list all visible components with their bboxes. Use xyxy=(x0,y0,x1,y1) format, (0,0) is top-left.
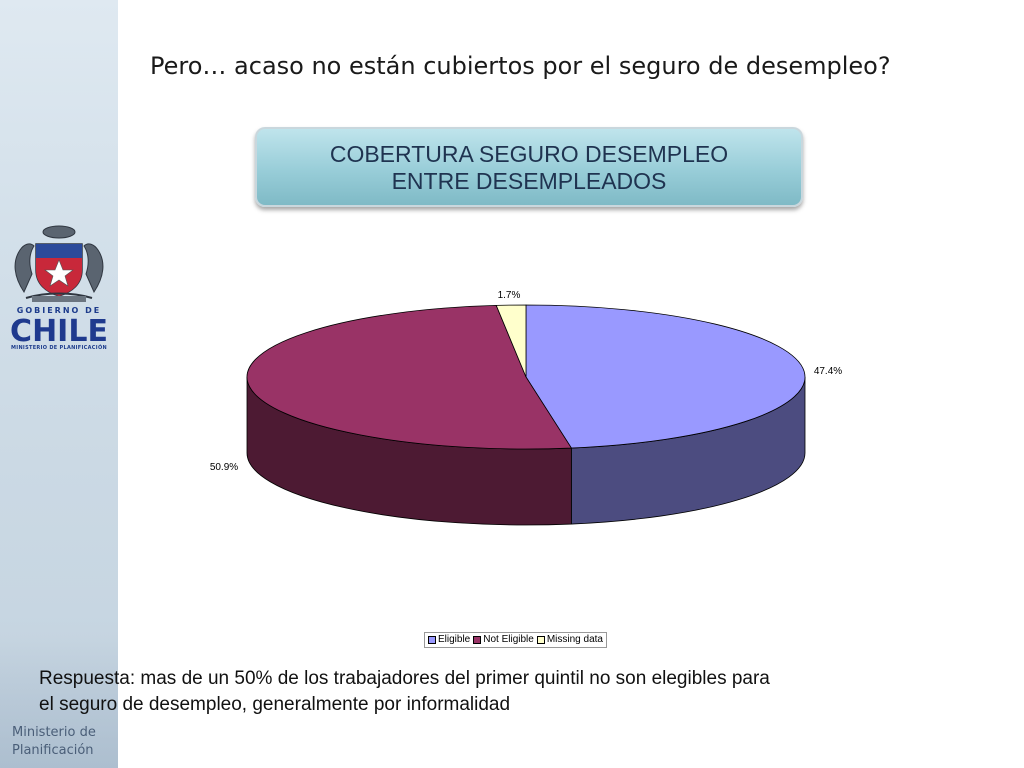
legend-item-missing-data: Missing data xyxy=(536,633,603,647)
sidebar-mist xyxy=(0,638,118,768)
legend-item-eligible: Eligible xyxy=(428,633,470,647)
logo-gobierno-de: GOBIERNO DE xyxy=(16,306,102,315)
legend-label: Missing data xyxy=(546,634,603,645)
pie-slice-not-eligible xyxy=(246,305,573,450)
pie-label-missing-data: 1.7% xyxy=(498,290,521,301)
chart-title-line1: COBERTURA SEGURO DESEMPLEO xyxy=(329,141,729,167)
page-title: Pero… acaso no están cubiertos por el se… xyxy=(150,52,891,80)
legend-swatch xyxy=(536,636,545,644)
logo-chile: CHILE xyxy=(10,314,108,349)
ministerio-line1: Ministerio de xyxy=(12,725,96,740)
chart-title-box: COBERTURA SEGURO DESEMPLEO ENTRE DESEMPL… xyxy=(255,127,803,207)
legend-label: Not Eligible xyxy=(483,634,534,645)
gobierno-logo: GOBIERNO DE CHILE MINISTERIO DE PLANIFIC… xyxy=(6,222,112,362)
legend-swatch xyxy=(473,636,482,644)
legend-swatch xyxy=(428,636,436,644)
pie-slice-missing-data xyxy=(495,304,527,378)
answer-line2: el seguro de desempleo, generalmente por… xyxy=(39,694,511,715)
ministerio-line2: Planificación xyxy=(12,743,94,758)
pie-label-not-eligible: 50.9% xyxy=(210,462,238,473)
answer-text: Respuesta: mas de un 50% de los trabajad… xyxy=(39,666,939,718)
legend-label: Eligible xyxy=(438,634,471,645)
logo-ministerio-small: MINISTERIO DE PLANIFICACIÓN xyxy=(11,345,107,351)
legend-item-not-eligible: Not Eligible xyxy=(473,633,534,647)
pie-label-eligible: 47.4% xyxy=(814,366,842,377)
chart-legend: Eligible Not Eligible Missing data xyxy=(424,632,607,648)
answer-line1: Respuesta: mas de un 50% de los trabajad… xyxy=(39,668,770,689)
chart-title-line2: ENTRE DESEMPLEADOS xyxy=(391,168,667,194)
sidebar-background: GOBIERNO DE CHILE MINISTERIO DE PLANIFIC… xyxy=(0,0,118,768)
pie-slice-eligible xyxy=(525,304,806,449)
ministerio-label: Ministerio de Planificación xyxy=(12,724,118,760)
coat-of-arms-icon xyxy=(14,225,104,302)
